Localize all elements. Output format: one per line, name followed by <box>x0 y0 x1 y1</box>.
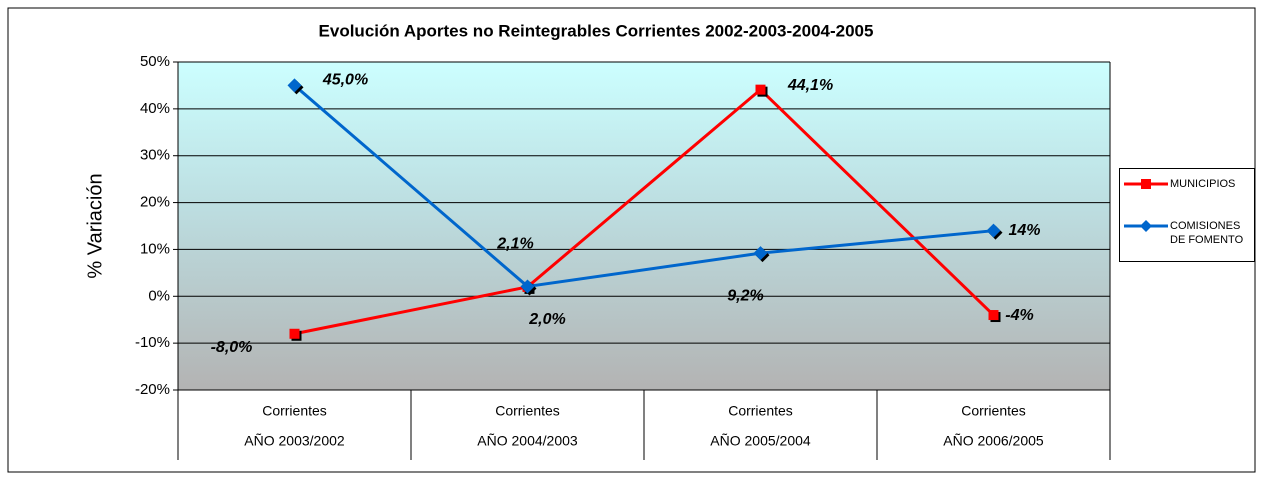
x-tick-label: AÑO 2005/2004 <box>710 433 811 449</box>
marker <box>986 223 1001 238</box>
marker <box>289 328 300 339</box>
chart-title: Evolución Aportes no Reintegrables Corri… <box>319 21 874 40</box>
y-tick-label: -10% <box>135 334 170 351</box>
legend-swatch <box>1124 179 1168 189</box>
marker <box>988 310 999 321</box>
x-tick-label: AÑO 2004/2003 <box>477 433 578 449</box>
x-tick-label: AÑO 2006/2005 <box>943 433 1044 449</box>
value-label: 2,1% <box>496 236 533 253</box>
value-label: 45,0% <box>322 72 368 89</box>
marker <box>287 78 302 93</box>
y-tick-label: 10% <box>140 240 170 257</box>
value-label: 2,0% <box>528 311 565 328</box>
marker <box>753 246 768 261</box>
legend: MUNICIPIOS COMISIONES DE FOMENTO <box>1119 168 1255 262</box>
value-label: 14% <box>1008 222 1040 239</box>
marker <box>755 84 766 95</box>
series-line <box>294 87 995 336</box>
legend-swatch <box>1124 220 1168 232</box>
y-tick-label: 20% <box>140 194 170 211</box>
plot-area <box>178 62 1110 390</box>
series-line <box>293 84 994 289</box>
y-tick-label: 50% <box>140 53 170 70</box>
x-tick-label: AÑO 2003/2002 <box>244 433 345 449</box>
x-tick-label: Corrientes <box>495 403 560 419</box>
value-label: -4% <box>1005 307 1033 324</box>
legend-label: COMISIONES DE FOMENTO <box>1170 220 1244 246</box>
value-label: 9,2% <box>727 287 763 304</box>
y-tick-label: -20% <box>135 381 170 398</box>
y-tick-label: 0% <box>148 287 170 304</box>
value-label: -8,0% <box>211 339 253 356</box>
value-label: 44,1% <box>787 77 833 94</box>
legend-marker <box>1140 220 1152 232</box>
y-tick-label: 30% <box>140 147 170 164</box>
x-tick-label: Corrientes <box>262 403 327 419</box>
x-tick-label: Corrientes <box>728 403 793 419</box>
legend-marker <box>1141 179 1151 189</box>
x-tick-label: Corrientes <box>961 403 1026 419</box>
y-tick-label: 40% <box>140 100 170 117</box>
marker <box>520 279 535 294</box>
y-axis-label: % Variación <box>84 173 106 278</box>
legend-label: MUNICIPIOS <box>1170 178 1236 190</box>
